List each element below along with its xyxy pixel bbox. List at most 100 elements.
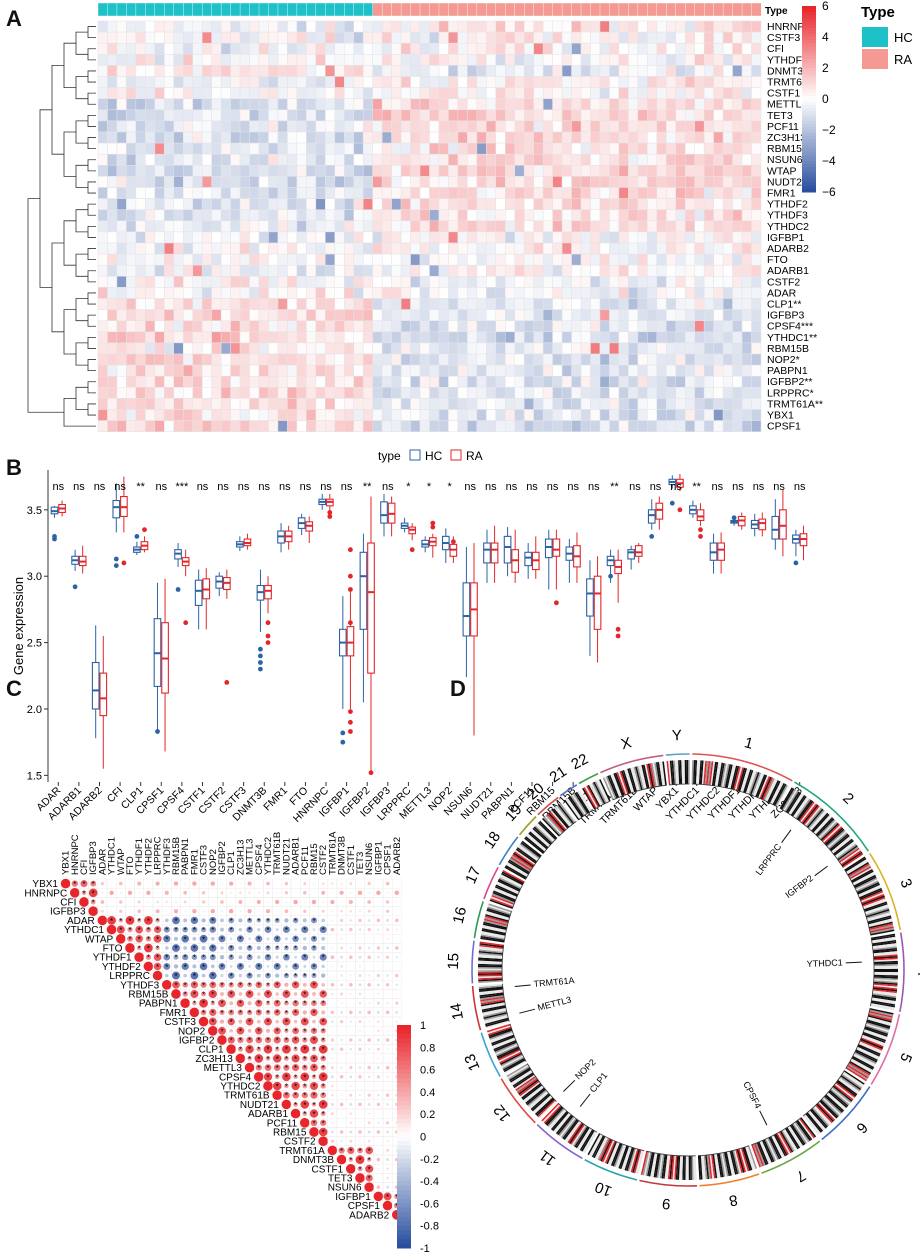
heatmap-cell bbox=[514, 142, 525, 155]
heatmap-cell bbox=[239, 398, 250, 410]
heatmap-cell bbox=[277, 198, 288, 210]
heatmap-cell bbox=[590, 20, 601, 33]
heatmap-cell bbox=[277, 65, 288, 77]
heatmap-cell bbox=[684, 264, 695, 277]
heatmap-cell bbox=[287, 42, 298, 55]
box-legend-ra: RA bbox=[466, 449, 483, 463]
corr-significance-star: * bbox=[276, 935, 279, 944]
heatmap-cell bbox=[609, 264, 620, 277]
corr-significance-star: * bbox=[312, 1083, 315, 1092]
heatmap-cell bbox=[381, 109, 392, 122]
heatmap-cell bbox=[552, 153, 563, 166]
heatmap-cell bbox=[542, 31, 553, 44]
heatmap-cell bbox=[590, 220, 601, 233]
heatmap-cell bbox=[182, 165, 193, 177]
heatmap-cell bbox=[353, 76, 364, 88]
heatmap-cell bbox=[542, 242, 553, 255]
heatmap-cell bbox=[505, 242, 515, 255]
heatmap-cell bbox=[438, 231, 449, 244]
corr-significance-star: * bbox=[294, 1037, 297, 1046]
corr-significance-star: * bbox=[276, 1027, 279, 1036]
heatmap-cell bbox=[533, 420, 544, 432]
heatmap-cell bbox=[116, 353, 127, 366]
corr-significance-star: * bbox=[358, 1156, 361, 1165]
heatmap-cell bbox=[666, 165, 677, 177]
heatmap-cell bbox=[647, 131, 658, 144]
significance-label: ns bbox=[506, 481, 518, 493]
heatmap-cell bbox=[353, 242, 364, 255]
heatmap-cell bbox=[647, 231, 658, 244]
annotation-cell bbox=[666, 2, 677, 17]
heatmap-cell bbox=[107, 353, 118, 366]
heatmap-cell bbox=[514, 65, 525, 77]
annotation-cell bbox=[372, 2, 383, 17]
heatmap-cell bbox=[372, 342, 383, 355]
corr-circle bbox=[272, 1081, 282, 1091]
heatmap-cell bbox=[486, 31, 497, 44]
heatmap-cell bbox=[296, 98, 307, 111]
heatmap-cell bbox=[419, 20, 430, 33]
corr-circle bbox=[340, 992, 344, 996]
heatmap-cell bbox=[400, 20, 411, 33]
corr-significance-star: * bbox=[202, 981, 205, 990]
heatmap-cell bbox=[628, 65, 639, 77]
heatmap-cell bbox=[287, 65, 298, 77]
heatmap-cell bbox=[741, 142, 752, 155]
corr-column-label: LRPPRC bbox=[153, 836, 164, 875]
heatmap-cell bbox=[268, 131, 279, 144]
heatmap-cell bbox=[306, 187, 317, 199]
heatmap-cell bbox=[306, 165, 317, 177]
heatmap-cell bbox=[353, 364, 364, 377]
heatmap-cell bbox=[239, 198, 250, 210]
heatmap-cell bbox=[438, 65, 449, 77]
heatmap-cell bbox=[268, 264, 279, 277]
heatmap-cell bbox=[325, 142, 336, 155]
heatmap-cell bbox=[486, 387, 497, 399]
heatmap-cell bbox=[182, 198, 193, 210]
corr-circle bbox=[235, 1053, 246, 1064]
corr-circle bbox=[200, 1009, 207, 1016]
heatmap-cell bbox=[344, 264, 354, 277]
corr-row-label: RBM15 bbox=[273, 1128, 307, 1139]
heatmap-cell bbox=[666, 242, 677, 255]
corr-circle bbox=[310, 1091, 318, 1099]
corr-circle bbox=[385, 1093, 390, 1097]
heatmap-cell bbox=[315, 198, 326, 210]
heatmap-cell bbox=[609, 242, 620, 255]
corr-circle bbox=[331, 1121, 334, 1124]
heatmap-cell bbox=[675, 109, 686, 122]
heatmap-cell bbox=[211, 187, 222, 199]
heatmap-cell bbox=[154, 353, 165, 366]
annotation-cell bbox=[211, 2, 222, 17]
heatmap-cell bbox=[211, 54, 222, 66]
heatmap-cell bbox=[533, 409, 544, 421]
heatmap-cell bbox=[448, 198, 459, 210]
heatmap-cell bbox=[230, 165, 241, 177]
heatmap-cell bbox=[306, 264, 317, 277]
corr-circle bbox=[265, 1009, 271, 1015]
heatmap-cell bbox=[741, 409, 752, 421]
significance-label: ns bbox=[650, 481, 662, 493]
heatmap-cell bbox=[239, 142, 250, 155]
heatmap-cell bbox=[703, 276, 714, 288]
heatmap-cell bbox=[438, 220, 449, 233]
heatmap-cell bbox=[495, 31, 506, 44]
box-iqr bbox=[503, 535, 512, 564]
heatmap-cell bbox=[107, 187, 118, 199]
heatmap-cell bbox=[287, 142, 298, 155]
heatmap-cell bbox=[751, 342, 762, 355]
corr-circle bbox=[377, 1020, 380, 1023]
heatmap-cell bbox=[306, 253, 317, 266]
corr-column-label: TRMT61A bbox=[327, 831, 338, 875]
annotation-cell bbox=[220, 2, 232, 17]
corr-row-label: CSTF1 bbox=[312, 1164, 344, 1175]
heatmap-cell bbox=[429, 264, 440, 277]
heatmap-cell bbox=[590, 331, 601, 344]
heatmap-cell bbox=[495, 20, 506, 33]
heatmap-cell bbox=[637, 264, 648, 277]
corr-row-label: IGFBP1 bbox=[335, 1192, 371, 1203]
heatmap-cell bbox=[325, 176, 336, 188]
heatmap-cell bbox=[590, 65, 601, 77]
heatmap-cell bbox=[325, 165, 336, 177]
heatmap-cell bbox=[220, 109, 231, 122]
